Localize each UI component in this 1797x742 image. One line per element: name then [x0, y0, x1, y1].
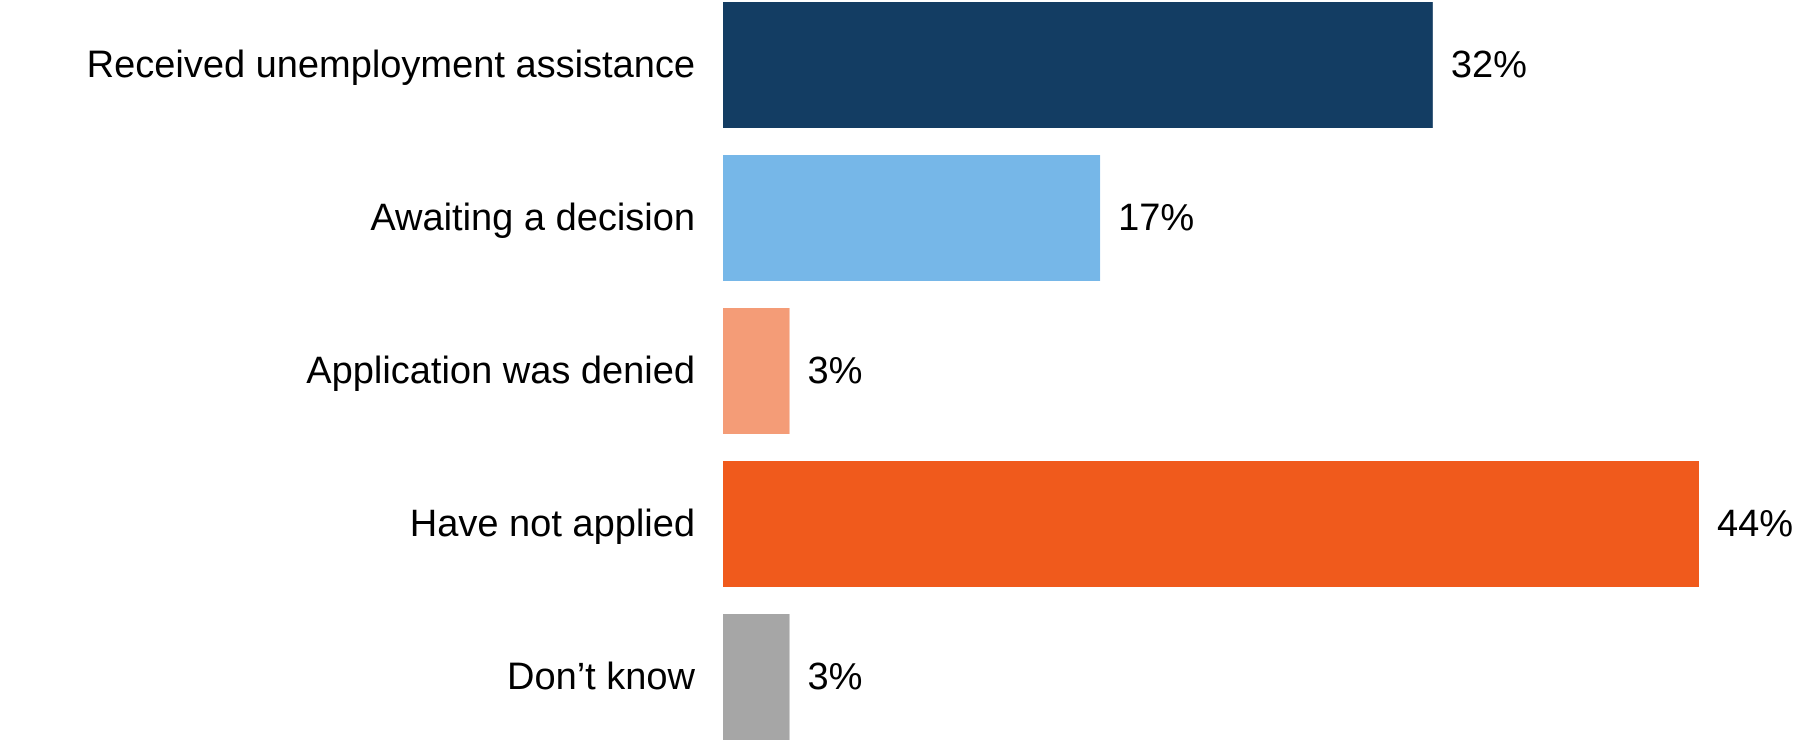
bar-1: [723, 155, 1101, 281]
bar-3: [723, 461, 1699, 587]
value-label-1: 17%: [1118, 197, 1194, 239]
bar-2: [723, 308, 790, 434]
category-label-1: Awaiting a decision: [370, 197, 695, 239]
value-label-2: 3%: [808, 350, 863, 392]
category-label-0: Received unemployment assistance: [87, 44, 695, 86]
value-label-3: 44%: [1717, 503, 1793, 545]
category-label-2: Application was denied: [306, 350, 695, 392]
bar-0: [723, 2, 1433, 128]
category-label-3: Have not applied: [410, 503, 695, 545]
category-label-4: Don’t know: [507, 656, 696, 698]
value-label-4: 3%: [808, 656, 863, 698]
bar-4: [723, 614, 790, 740]
value-label-0: 32%: [1451, 44, 1527, 86]
